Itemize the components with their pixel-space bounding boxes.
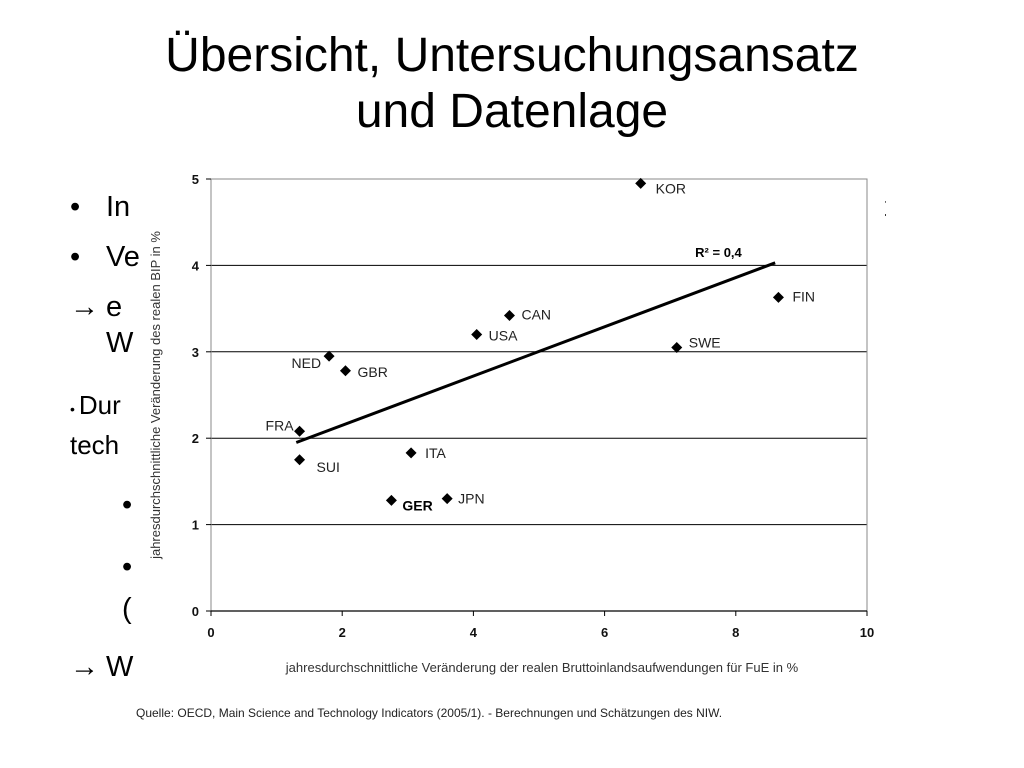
data-label: CAN	[521, 307, 551, 323]
data-point	[323, 350, 335, 362]
bullet-marker: •	[122, 551, 133, 583]
data-point	[772, 291, 784, 303]
data-point	[471, 329, 483, 341]
bullet-item: tech	[70, 428, 119, 462]
arrow-icon: →	[70, 651, 99, 683]
bullet-marker: •	[70, 241, 81, 273]
source-note: Quelle: OECD, Main Science and Technolog…	[136, 706, 723, 720]
x-axis-label: jahresdurchschnittliche Veränderung der …	[285, 660, 799, 675]
bullet-item: → W	[70, 650, 133, 684]
data-point	[635, 177, 647, 189]
y-axis-label: jahresdurchschnittliche Veränderung des …	[148, 231, 163, 560]
bullet-item: (	[122, 592, 132, 626]
data-label: SWE	[689, 334, 721, 350]
data-label: NED	[292, 355, 322, 371]
data-label: FRA	[266, 417, 295, 433]
y-tick-label: 3	[192, 345, 199, 360]
r-squared-label: R² = 0,4	[695, 245, 742, 260]
bullet-item: •	[122, 550, 132, 584]
x-tick-label: 4	[470, 625, 478, 640]
data-point	[671, 341, 683, 353]
data-point	[503, 310, 515, 322]
data-label: USA	[489, 328, 518, 344]
y-tick-label: 4	[192, 258, 200, 273]
y-tick-label: 0	[192, 604, 199, 619]
x-tick-label: 6	[601, 625, 608, 640]
chart-figure: 0 1 2 3 4 5 0 2 4 6 8 10 R² = 0,4 KOR FIN CAN USA SWE NE…	[140, 165, 885, 725]
bullet-text: Dur	[78, 390, 121, 420]
slide-title-line-1: Übersicht, Untersuchungsansatz	[165, 29, 859, 82]
bullet-text: W	[106, 327, 134, 359]
x-tick-label: 2	[339, 625, 346, 640]
slide-title: Übersicht, Untersuchungsansatz und Daten…	[0, 28, 1024, 140]
bullet-item: • Dur	[70, 388, 121, 426]
bullet-text: tech	[70, 430, 120, 460]
y-tick-label: 2	[192, 431, 199, 446]
bullet-item: • In	[70, 190, 130, 224]
data-label: SUI	[317, 459, 340, 475]
bullet-text: (	[122, 593, 132, 625]
data-label: KOR	[656, 180, 686, 196]
bullet-item: → e	[70, 290, 122, 324]
x-tick-label: 0	[207, 625, 214, 640]
bullet-item: W	[106, 326, 133, 360]
trend-layer: R² = 0,4	[295, 245, 776, 444]
bullet-text: e	[106, 291, 123, 323]
data-label: GBR	[357, 364, 387, 380]
bullet-marker: •	[70, 401, 75, 417]
bullet-text: W	[106, 651, 134, 683]
data-point	[441, 493, 453, 505]
data-point	[385, 494, 397, 506]
x-tick-label: 8	[732, 625, 739, 640]
y-tick-label: 1	[192, 518, 199, 533]
data-point	[294, 425, 306, 437]
data-label: GER	[402, 497, 432, 513]
bullet-item: •	[122, 488, 132, 522]
data-point	[405, 447, 417, 459]
x-tick-label: 10	[860, 625, 874, 640]
bullet-marker: •	[122, 489, 133, 521]
bullet-text: In	[106, 191, 131, 223]
bullet-text: Ve	[106, 241, 140, 273]
data-point	[294, 454, 306, 466]
axis-layer: 0 1 2 3 4 5 0 2 4 6 8 10	[192, 172, 874, 640]
y-tick-label: 5	[192, 172, 199, 187]
slide-title-line-2: und Datenlage	[355, 85, 669, 138]
data-label: JPN	[458, 491, 484, 507]
data-label: FIN	[792, 288, 815, 304]
data-label: ITA	[425, 445, 446, 461]
bullet-item: • Ve	[70, 240, 140, 274]
arrow-icon: →	[70, 291, 99, 323]
plot-area-border	[210, 178, 868, 612]
trendline	[295, 261, 776, 444]
grid-layer	[211, 178, 867, 612]
bullet-marker: •	[70, 191, 81, 223]
data-point	[339, 365, 351, 377]
